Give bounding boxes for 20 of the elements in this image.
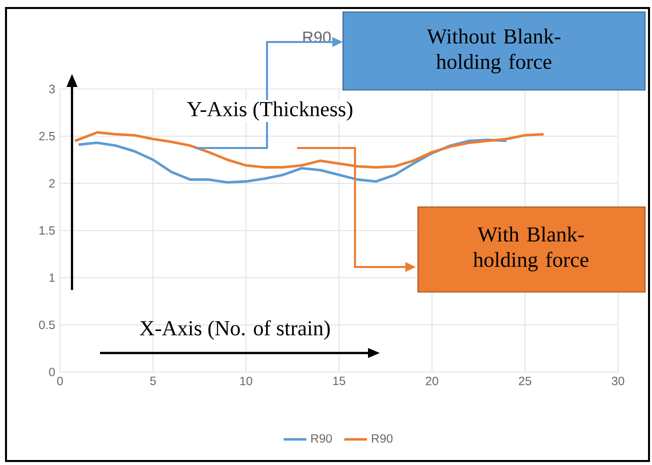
x-tick-label: 15: [333, 376, 346, 386]
annotation: With Blank-holding force: [473, 226, 588, 272]
annotation: Y-Axis (Thickness): [186, 101, 352, 121]
legend-label: R90: [311, 434, 332, 443]
annotation: X-Axis (No. of strain): [140, 320, 330, 340]
x-tick-label: 20: [426, 376, 438, 386]
y-tick-label: 2.5: [39, 132, 55, 140]
y-tick-label: 1: [50, 274, 55, 282]
x-tick-label: 25: [518, 376, 532, 386]
y-tick-label: 0: [49, 368, 55, 376]
y-tick-label: 0.5: [39, 320, 55, 330]
y-tick-label: 2: [49, 179, 55, 188]
text: Without Blank-holding force: [426, 28, 560, 74]
y-tick-label: 1.5: [40, 226, 55, 235]
legend-label: R90: [372, 434, 393, 443]
y-tick-label: 3: [49, 84, 55, 94]
x-tick-label: 10: [240, 376, 252, 386]
x-tick-label: 30: [612, 376, 624, 386]
x-tick-label: 0: [57, 376, 63, 386]
x-tick-label: 5: [150, 376, 156, 386]
